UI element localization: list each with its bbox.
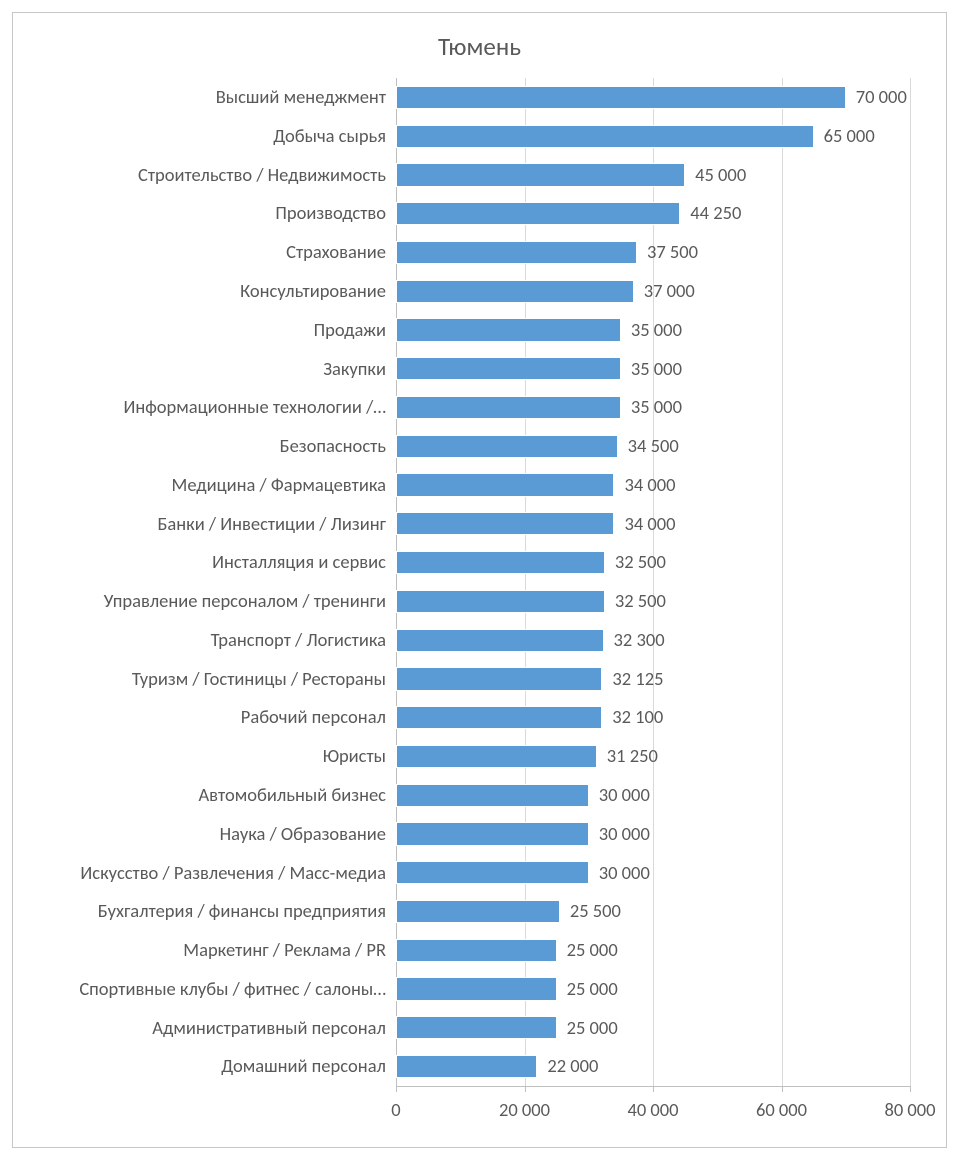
category-label: Административный персонал — [152, 1019, 386, 1038]
category-label: Банки / Инвестиции / Лизинг — [157, 515, 386, 534]
bar — [396, 822, 589, 845]
category-label: Юристы — [323, 747, 386, 766]
chart-frame: Тюмень 020 00040 00060 00080 000Высший м… — [12, 12, 947, 1148]
value-label: 37 500 — [647, 243, 698, 262]
category-label: Консультирование — [240, 282, 386, 301]
value-label: 25 000 — [567, 980, 618, 999]
category-label: Страхование — [286, 243, 386, 262]
category-label: Продажи — [314, 321, 386, 340]
chart-title: Тюмень — [13, 31, 946, 62]
value-label: 35 000 — [631, 321, 682, 340]
category-label: Управление персоналом / тренинги — [104, 592, 386, 611]
x-tick — [653, 1086, 654, 1092]
value-label: 65 000 — [824, 127, 875, 146]
category-label: Рабочий персонал — [241, 708, 386, 727]
value-label: 44 250 — [690, 204, 741, 223]
value-label: 30 000 — [599, 825, 650, 844]
value-label: 25 500 — [570, 902, 621, 921]
value-label: 30 000 — [599, 864, 650, 883]
x-tick — [910, 1086, 911, 1092]
value-label: 34 000 — [624, 476, 675, 495]
bar — [396, 861, 589, 884]
value-label: 30 000 — [599, 786, 650, 805]
bar — [396, 977, 557, 1000]
value-label: 45 000 — [695, 166, 746, 185]
bar — [396, 435, 618, 458]
value-label: 35 000 — [631, 398, 682, 417]
bar — [396, 1016, 557, 1039]
value-label: 25 000 — [567, 941, 618, 960]
x-tick-label: 20 000 — [499, 1098, 550, 1121]
x-tick-label: 80 000 — [884, 1098, 935, 1121]
category-label: Медицина / Фармацевтика — [172, 476, 386, 495]
plot-area: 020 00040 00060 00080 000Высший менеджме… — [396, 78, 910, 1086]
bar — [396, 318, 621, 341]
bar — [396, 784, 589, 807]
category-label: Наука / Образование — [220, 825, 386, 844]
bar — [396, 551, 605, 574]
value-label: 32 500 — [615, 553, 666, 572]
category-label: Маркетинг / Реклама / PR — [183, 941, 386, 960]
category-label: Производство — [275, 204, 386, 223]
gridline — [782, 78, 783, 1086]
bar — [396, 280, 634, 303]
category-label: Бухгалтерия / финансы предприятия — [98, 902, 386, 921]
value-label: 34 500 — [628, 437, 679, 456]
value-label: 37 000 — [644, 282, 695, 301]
bar — [396, 396, 621, 419]
value-label: 35 000 — [631, 360, 682, 379]
category-label: Закупки — [323, 360, 386, 379]
category-label: Инсталляция и сервис — [212, 553, 386, 572]
bar — [396, 125, 814, 148]
value-label: 25 000 — [567, 1019, 618, 1038]
category-label: Безопасность — [280, 437, 386, 456]
bar — [396, 357, 621, 380]
value-label: 32 100 — [612, 708, 663, 727]
bar — [396, 706, 602, 729]
category-label: Автомобильный бизнес — [198, 786, 386, 805]
gridline — [910, 78, 911, 1086]
bar — [396, 241, 637, 264]
bar — [396, 939, 557, 962]
bar — [396, 900, 560, 923]
value-label: 32 500 — [615, 592, 666, 611]
bar — [396, 590, 605, 613]
bar — [396, 667, 602, 690]
x-tick — [396, 1086, 397, 1092]
bar — [396, 745, 597, 768]
value-label: 32 300 — [614, 631, 665, 650]
x-tick-label: 60 000 — [756, 1098, 807, 1121]
bar — [396, 1055, 537, 1078]
bar — [396, 202, 680, 225]
x-tick-label: 40 000 — [627, 1098, 678, 1121]
gridline — [653, 78, 654, 1086]
x-tick — [525, 1086, 526, 1092]
category-label: Транспорт / Логистика — [211, 631, 386, 650]
value-label: 70 000 — [856, 88, 907, 107]
category-label: Домашний персонал — [221, 1057, 386, 1076]
category-label: Высший менеджмент — [216, 88, 386, 107]
bar — [396, 629, 604, 652]
category-label: Туризм / Гостиницы / Рестораны — [132, 670, 386, 689]
gridline — [525, 78, 526, 1086]
bar — [396, 512, 614, 535]
category-label: Спортивные клубы / фитнес / салоны… — [79, 980, 386, 999]
bar — [396, 163, 685, 186]
value-label: 32 125 — [612, 670, 663, 689]
category-label: Добыча сырья — [273, 127, 386, 146]
value-label: 31 250 — [607, 747, 658, 766]
bar — [396, 86, 846, 109]
bar — [396, 473, 614, 496]
x-tick-label: 0 — [391, 1098, 400, 1121]
category-label: Искусство / Развлечения / Масс-медиа — [80, 864, 386, 883]
y-axis — [396, 78, 397, 1086]
x-tick — [782, 1086, 783, 1092]
category-label: Информационные технологии /… — [123, 398, 386, 417]
category-label: Строительство / Недвижимость — [138, 166, 386, 185]
value-label: 34 000 — [624, 515, 675, 534]
value-label: 22 000 — [547, 1057, 598, 1076]
